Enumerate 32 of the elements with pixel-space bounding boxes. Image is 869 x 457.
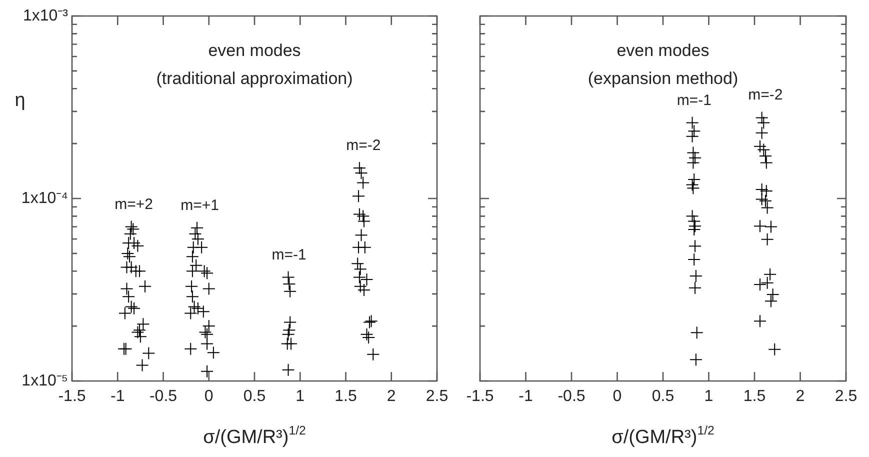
- series-label: m=-1: [676, 92, 712, 109]
- x-tick-label: 0: [612, 388, 622, 406]
- text: even modes: [616, 41, 710, 60]
- x-tick-label: 0.5: [652, 388, 674, 406]
- y-tick-label: 1x10⁻⁴: [21, 190, 68, 207]
- x-tick-label: -0.5: [149, 388, 178, 406]
- x-tick-label: -1.5: [466, 388, 494, 406]
- x-tick-label: 2: [386, 388, 396, 406]
- text: (expansion method): [588, 69, 738, 88]
- y-tick-label: 1x10⁻³: [22, 7, 69, 24]
- y-tick-label: 1x10⁻⁵: [22, 372, 68, 390]
- x-tick-label: -1: [518, 388, 533, 406]
- series-label: m=+2: [114, 196, 153, 213]
- x-tick-label: 1: [296, 388, 305, 406]
- x-tick-label: 0.5: [243, 388, 266, 406]
- series-label: m=-1: [272, 246, 306, 264]
- text: (traditional approximation): [156, 69, 353, 88]
- x-tick-label: 2: [796, 388, 805, 406]
- x-tick-label: 1.5: [743, 388, 766, 406]
- x-tick-label: 2.5: [426, 388, 448, 406]
- x-tick-label: 1: [704, 388, 714, 406]
- x-tick-label: -1.5: [58, 388, 86, 406]
- series-label: m=+1: [180, 196, 220, 214]
- x-tick-label: 1.5: [334, 388, 357, 406]
- series-label: m=-2: [346, 136, 381, 154]
- text: even modes: [208, 41, 301, 60]
- x-tick-label: 0: [204, 388, 214, 406]
- x-tick-label: -0.5: [558, 388, 586, 406]
- x-tick-label: 2.5: [834, 388, 858, 406]
- y-axis-title: η: [14, 90, 26, 111]
- x-tick-label: -1: [110, 388, 125, 406]
- series-label: m=-2: [748, 86, 783, 104]
